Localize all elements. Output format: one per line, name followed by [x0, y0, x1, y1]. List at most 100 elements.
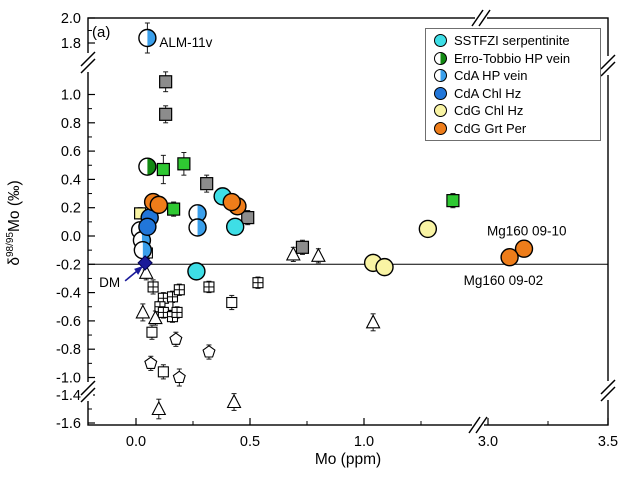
crossed_squares-point	[166, 291, 179, 303]
axis-break	[80, 380, 96, 403]
crossed_squares-point	[203, 281, 215, 293]
svg-text:-0.6: -0.6	[56, 314, 81, 330]
green_squares-point	[177, 157, 191, 171]
legend-item-label: CdG Chl Hz	[454, 103, 524, 119]
gray_squares-point	[159, 75, 173, 89]
series-cdg_grt	[143, 192, 534, 267]
legend-item-label: CdA HP vein	[454, 68, 528, 84]
svg-text:0.8: 0.8	[61, 116, 81, 132]
axis-break	[80, 51, 96, 74]
open_pentagons-point	[144, 356, 158, 369]
y-axis-title-delta: δ	[6, 257, 24, 266]
series-erro_tobbio	[138, 157, 157, 176]
y-axis-title: δ98/95Mo (‰)	[5, 123, 27, 323]
svg-text:ALM-11v: ALM-11v	[159, 35, 212, 50]
legend-item-label: Erro-Tobbio HP vein	[454, 50, 571, 66]
cda_chl-point	[138, 217, 157, 237]
open_triangles-point	[310, 247, 326, 262]
crossed_squares-point	[147, 281, 159, 293]
svg-text:0.0: 0.0	[126, 434, 146, 450]
y-axis-title-rest: Mo (‰)	[6, 180, 24, 232]
y-tick-labels: 2.0 1.8 1.0 0.8 0.6 0.4 0.2 0.0 -0.2 -0.4 -0.6 -0.8…	[56, 11, 81, 432]
svg-text:0.5: 0.5	[240, 434, 260, 450]
open_triangles-point	[147, 309, 163, 325]
axis-break	[471, 9, 491, 27]
svg-text:3.5: 3.5	[598, 434, 618, 450]
svg-text:0.6: 0.6	[61, 144, 81, 160]
crossed_squares-point	[171, 306, 183, 318]
gray_squares-point	[159, 107, 173, 121]
annotation-alm-11v: ALM-11v	[159, 35, 212, 50]
series-gray_squares	[159, 75, 310, 254]
axis-break	[600, 379, 616, 402]
legend-item-label: CdG Grt Per	[454, 120, 527, 136]
svg-text:-1.6: -1.6	[56, 416, 81, 432]
circle-marker-icon	[434, 86, 447, 100]
green_squares-point	[156, 162, 170, 177]
series-open_pentagons	[144, 332, 216, 384]
series-open_triangles	[135, 246, 381, 416]
open_squares-point	[157, 366, 169, 378]
open_pentagons-point	[169, 332, 183, 345]
open_squares-point	[226, 296, 238, 309]
crossed_squares-point	[157, 306, 169, 318]
sstfzi-point	[225, 217, 245, 237]
svg-text:Mg160 09-10: Mg160 09-10	[487, 224, 567, 239]
cda_hp-point	[188, 218, 207, 237]
svg-text:3.0: 3.0	[478, 434, 498, 450]
axis-break	[468, 416, 488, 434]
legend-item-label: CdA Chl Hz	[454, 85, 522, 101]
cdg_grt-point	[149, 195, 169, 215]
svg-text:0.4: 0.4	[61, 172, 81, 188]
cdg_grt-point	[514, 239, 534, 258]
open_triangles-point	[226, 393, 242, 409]
legend-item-label: SSTFZI serpentinite	[454, 33, 570, 49]
gray_squares-point	[200, 177, 214, 191]
svg-text:DM: DM	[99, 275, 120, 290]
legend-item: Erro-Tobbio HP vein	[434, 50, 600, 66]
open_triangles-point	[138, 264, 154, 279]
svg-text:0.2: 0.2	[61, 201, 81, 217]
legend-item: CdG Chl Hz	[434, 103, 600, 119]
open_triangles-point	[365, 314, 381, 329]
open_triangles-point	[135, 304, 151, 319]
cdg_chl-point	[375, 257, 394, 277]
annotation-dm: DM	[99, 265, 144, 290]
svg-text:1.0: 1.0	[61, 88, 81, 104]
cdg_grt-point	[500, 248, 519, 267]
gray_squares-point	[295, 240, 310, 254]
svg-text:-0.4: -0.4	[56, 286, 81, 302]
sstfzi-point	[187, 262, 206, 281]
cdg_chl-point	[418, 219, 438, 239]
x-tick-labels: 0.0 0.5 1.0 3.0 3.5	[126, 434, 618, 450]
annotation-mg160-09-10: Mg160 09-10	[487, 224, 567, 239]
svg-text:1.8: 1.8	[61, 36, 81, 52]
legend-item: CdA Chl Hz	[434, 85, 600, 101]
legend-box: SSTFZI serpentinite Erro-Tobbio HP vein Cd…	[425, 28, 601, 141]
open_pentagons-point	[202, 345, 216, 358]
legend-item: CdG Grt Per	[434, 120, 600, 136]
open_triangles-point	[151, 400, 167, 416]
svg-text:2.0: 2.0	[61, 11, 81, 27]
cda_hp-point	[138, 28, 157, 48]
crossed_squares-point	[252, 277, 264, 289]
open_pentagons-point	[172, 370, 186, 384]
axis-ticks	[88, 17, 609, 425]
legend-item: SSTFZI serpentinite	[434, 33, 600, 49]
open_squares-point	[146, 326, 158, 338]
legend-item: CdA HP vein	[434, 68, 600, 84]
x-axis-title: Mo (ppm)	[314, 451, 382, 468]
svg-text:-1.4: -1.4	[56, 388, 81, 404]
crossed_squares-point	[173, 284, 185, 296]
cda_hp-point	[133, 240, 153, 260]
panel-label: (a)	[92, 24, 111, 41]
series-green_squares	[156, 157, 460, 216]
half-circle-marker-icon	[434, 69, 447, 83]
series-cdg_chl	[363, 219, 438, 277]
green_squares-point	[167, 202, 181, 216]
axis-break	[600, 54, 616, 77]
svg-text:-0.8: -0.8	[56, 342, 81, 358]
annotation-mg160-09-02: Mg160 09-02	[464, 273, 544, 288]
svg-text:0.0: 0.0	[61, 229, 81, 245]
